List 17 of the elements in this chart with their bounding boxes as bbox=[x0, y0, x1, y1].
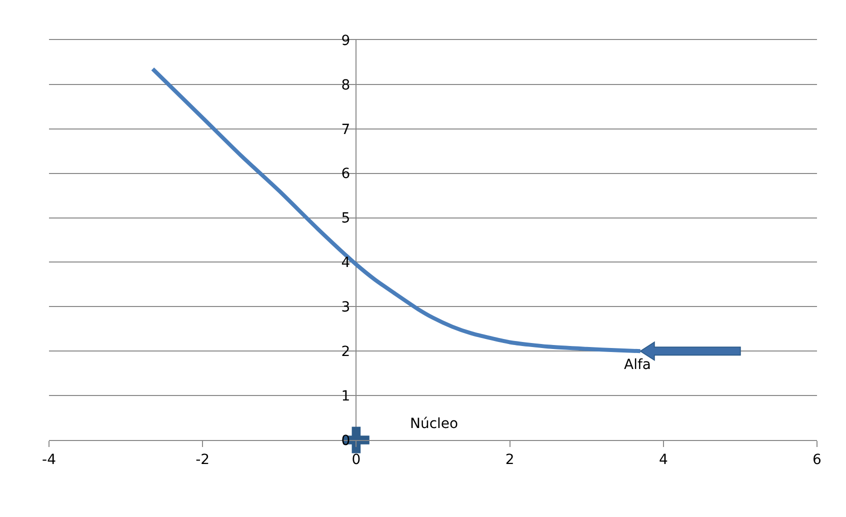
y-tick-label: 7 bbox=[341, 122, 350, 138]
x-tick-label: -2 bbox=[196, 452, 210, 468]
x-tick-label: -4 bbox=[42, 452, 56, 468]
annotation: Núcleo bbox=[410, 416, 458, 432]
y-tick-label: 3 bbox=[341, 300, 350, 316]
y-tick-label: 2 bbox=[341, 344, 350, 360]
y-tick-label: 1 bbox=[341, 388, 350, 404]
y-tick-label: 5 bbox=[341, 210, 350, 227]
x-tick-label: 0 bbox=[352, 452, 361, 468]
x-tick-label: 4 bbox=[658, 452, 668, 468]
y-tick-label: 4 bbox=[341, 255, 350, 272]
x-tick-label: 2 bbox=[505, 452, 514, 468]
y-tick-label: 9 bbox=[341, 32, 350, 49]
y-tick-label: 6 bbox=[341, 166, 350, 182]
x-tick-label: 6 bbox=[812, 452, 822, 468]
annotation: Alfa bbox=[624, 357, 651, 373]
y-tick-label: 8 bbox=[341, 77, 350, 94]
